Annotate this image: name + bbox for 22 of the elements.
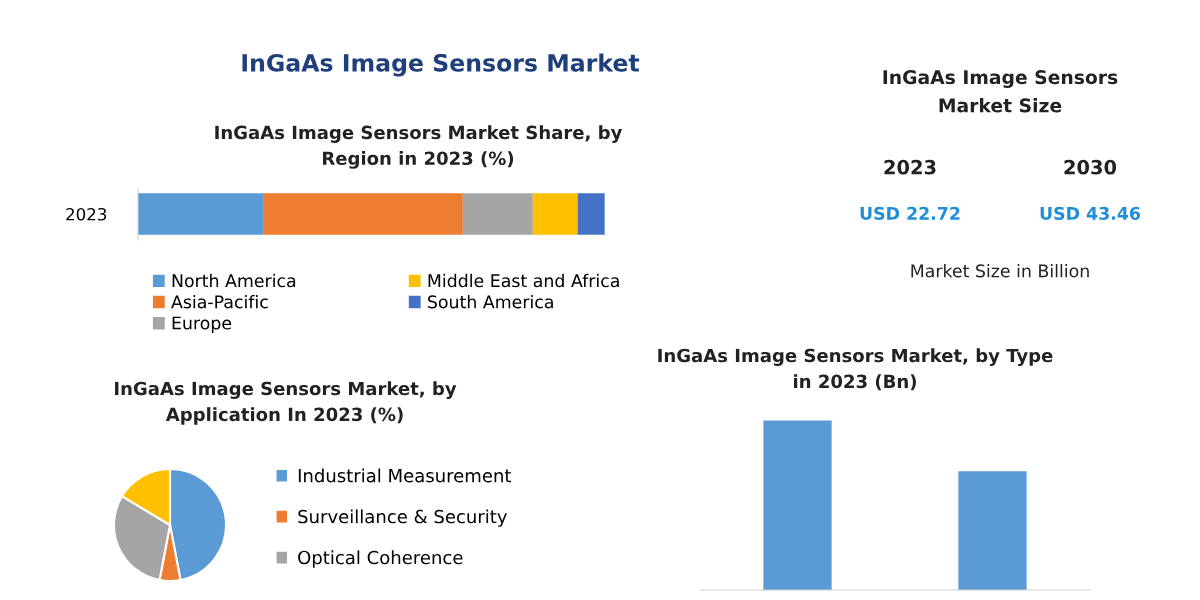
bar (138, 193, 264, 235)
bar (532, 193, 578, 235)
legend-label: Asia-Pacific (171, 294, 268, 309)
text: USD 22.72 (860, 206, 960, 220)
text: 2023 (66, 207, 107, 221)
text: InGaAs Image Sensors Market (242, 53, 640, 77)
text: Market Size in Billion (911, 264, 1089, 278)
legend-label: North America (172, 273, 296, 288)
bar (577, 193, 605, 235)
text: USD 43.46 (1040, 206, 1141, 220)
legend-label: South America (428, 294, 553, 309)
text: InGaAs Image Sensors Market Share, by Region in 2023 (%) (215, 125, 623, 169)
legend-label: Surveillance & Security (298, 509, 507, 527)
legend-label: Industrial Measurement (298, 468, 512, 483)
chart-title: InGaAs Image Sensors Market, by Application In 2023 (%) (115, 381, 457, 425)
text: InGaAs Image Sensors Market Size (883, 70, 1118, 113)
legend-label: Europe (172, 316, 232, 333)
text: 2030 (1064, 159, 1117, 175)
chart-title: InGaAs Image Sensors Market, by Type in 2023 (Bn) (658, 348, 1053, 391)
bar (462, 193, 533, 235)
legend-label: Optical Coherence (298, 550, 463, 568)
legend-label: Middle East and Africa (428, 273, 619, 288)
